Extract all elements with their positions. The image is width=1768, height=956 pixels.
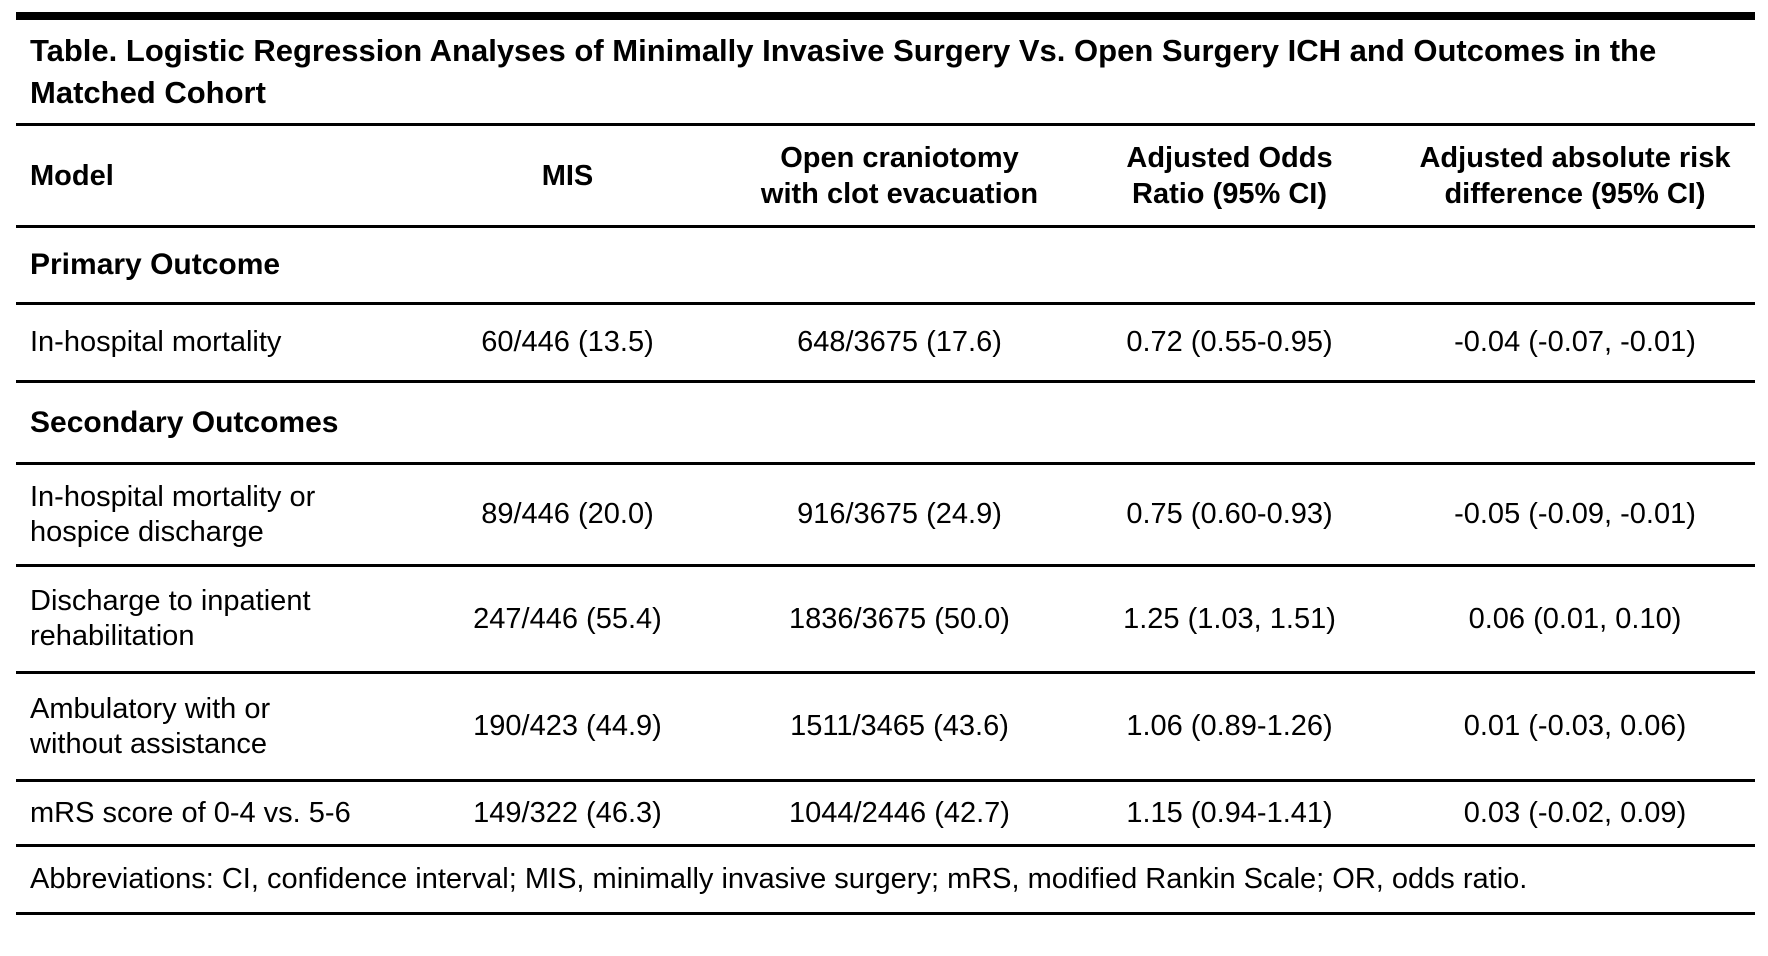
cell-adjusted-odds-ratio: 0.75 (0.60-0.93) [1126, 498, 1333, 530]
table-row-mrs-score: mRS score of 0-4 vs. 5-6 149/322 (46.3) … [16, 782, 1755, 847]
cell-adjusted-odds-ratio: 1.25 (1.03, 1.51) [1123, 602, 1336, 635]
cell-open-craniotomy: 916/3675 (24.9) [797, 498, 1002, 530]
cell-model: In-hospital mortality or hospice dischar… [30, 480, 316, 548]
outcomes-table: Table. Logistic Regression Analyses of M… [16, 12, 1755, 915]
cell-model: In-hospital mortality [30, 326, 282, 358]
cell-adjusted-risk-difference: 0.01 (-0.03, 0.06) [1463, 710, 1687, 742]
cell-adjusted-odds-ratio: 1.06 (0.89-1.26) [1126, 710, 1333, 742]
cell-open-craniotomy: 648/3675 (17.6) [797, 326, 1002, 358]
abbreviations-footnote: Abbreviations: CI, confidence interval; … [30, 863, 1528, 895]
table-row-discharge-rehabilitation: Discharge to inpatient rehabilitation 24… [16, 567, 1755, 674]
cell-open-craniotomy: 1511/3465 (43.6) [790, 710, 1009, 742]
table-header-row: Model MIS Open craniotomy with clot evac… [16, 126, 1755, 228]
cell-adjusted-risk-difference: 0.03 (-0.02, 0.09) [1463, 796, 1687, 829]
column-header-mis: MIS [541, 159, 594, 192]
cell-adjusted-odds-ratio: 1.15 (0.94-1.41) [1126, 796, 1333, 829]
cell-model: Discharge to inpatient rehabilitation [30, 585, 311, 652]
cell-mis: 89/446 (20.0) [481, 498, 654, 530]
cell-model: Ambulatory with or without assistance [30, 692, 271, 760]
table-title: Table. Logistic Regression Analyses of M… [30, 32, 1657, 110]
column-header-open-craniotomy: Open craniotomy with clot evacuation [760, 141, 1039, 210]
table-title-row: Table. Logistic Regression Analyses of M… [16, 20, 1755, 126]
cell-mis: 190/423 (44.9) [473, 710, 662, 742]
column-header-adjusted-odds-ratio: Adjusted Odds Ratio (95% CI) [1126, 141, 1333, 210]
column-header-adjusted-risk-difference: Adjusted absolute risk difference (95% C… [1419, 141, 1731, 210]
cell-open-craniotomy: 1044/2446 (42.7) [789, 796, 1010, 829]
cell-mis: 60/446 (13.5) [481, 326, 654, 358]
cell-open-craniotomy: 1836/3675 (50.0) [789, 602, 1010, 635]
cell-model: mRS score of 0-4 vs. 5-6 [30, 796, 351, 829]
cell-adjusted-risk-difference: -0.05 (-0.09, -0.01) [1454, 498, 1696, 530]
table-row-in-hospital-mortality: In-hospital mortality 60/446 (13.5) 648/… [16, 305, 1755, 383]
cell-mis: 247/446 (55.4) [473, 602, 662, 635]
cell-mis: 149/322 (46.3) [473, 796, 662, 829]
section-header-label: Secondary Outcomes [30, 405, 339, 439]
cell-adjusted-odds-ratio: 0.72 (0.55-0.95) [1126, 326, 1333, 358]
table-row-mortality-or-hospice: In-hospital mortality or hospice dischar… [16, 465, 1755, 567]
cell-adjusted-risk-difference: 0.06 (0.01, 0.10) [1468, 602, 1682, 635]
table-row-ambulatory: Ambulatory with or without assistance 19… [16, 674, 1755, 782]
section-header-secondary-outcomes: Secondary Outcomes [16, 383, 1755, 465]
column-header-model: Model [30, 159, 114, 192]
cell-adjusted-risk-difference: -0.04 (-0.07, -0.01) [1454, 326, 1696, 358]
section-header-label: Primary Outcome [30, 248, 281, 281]
table-footnote-row: Abbreviations: CI, confidence interval; … [16, 847, 1755, 915]
section-header-primary-outcome: Primary Outcome [16, 228, 1755, 305]
